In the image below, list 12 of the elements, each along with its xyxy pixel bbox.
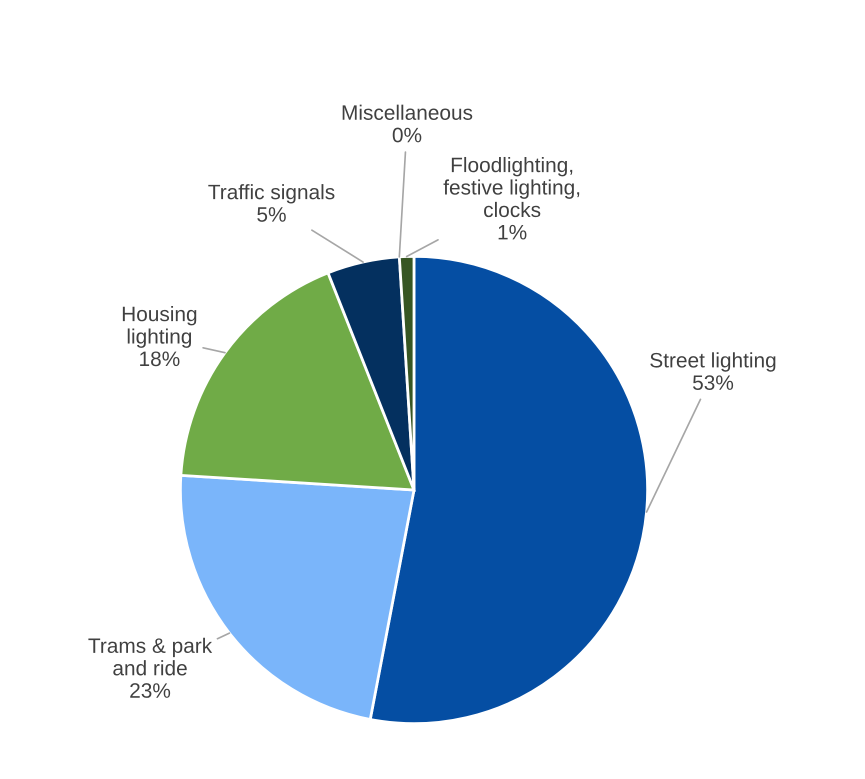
- data-label: 5%: [257, 207, 286, 222]
- slice-label: Floodlighting, festive lighting, clocks: [444, 156, 580, 218]
- slice-label: Street lighting: [650, 352, 776, 372]
- slice-label: Traffic signals: [208, 184, 334, 204]
- data-label: 23%: [130, 683, 170, 698]
- data-label: 18%: [140, 351, 180, 366]
- data-label: 1%: [498, 224, 526, 240]
- data-label: 53%: [692, 375, 734, 390]
- text: 0%: [392, 128, 422, 142]
- slice-label: Housing lighting: [122, 306, 196, 348]
- slice-label: Trams & park and ride: [88, 638, 212, 676]
- category-label: Miscellaneous: [342, 104, 472, 120]
